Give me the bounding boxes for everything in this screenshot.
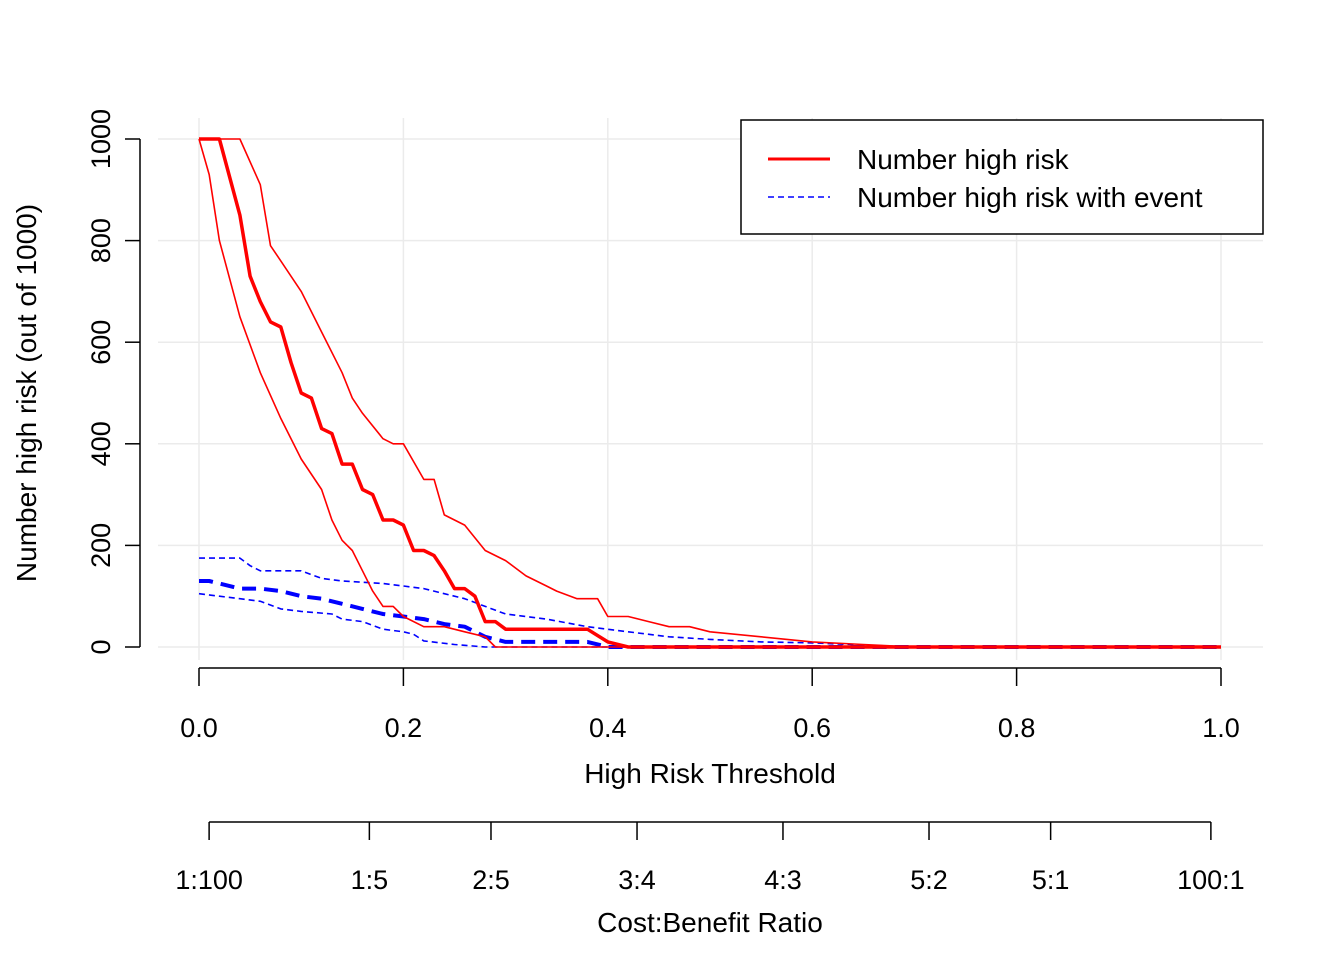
x-tick-label-4: 0.8	[998, 713, 1036, 743]
x-tick-label-1: 0.2	[385, 713, 423, 743]
series-line-number-high-risk	[199, 137, 1221, 649]
y-tick-label-4: 800	[86, 218, 116, 263]
legend-box	[740, 119, 1264, 235]
cost-benefit-tick-label-4: 4:3	[764, 865, 802, 895]
series-line-number-high-risk-with-event	[199, 579, 1221, 649]
x-tick-label-3: 0.6	[793, 713, 831, 743]
cost-benefit-tick-label-0: 1:100	[175, 865, 243, 895]
cost-benefit-axis-title: Cost:Benefit Ratio	[597, 907, 823, 938]
y-axis-title: Number high risk (out of 1000)	[11, 204, 42, 582]
cost-benefit-tick-label-6: 5:1	[1032, 865, 1070, 895]
y-tick-label-2: 400	[86, 421, 116, 466]
series-line-number-high-risk-with-event-upper	[199, 557, 1221, 648]
series-lines	[198, 137, 1221, 649]
y-tick-label-3: 600	[86, 320, 116, 365]
cost-benefit-tick-label-1: 1:5	[351, 865, 389, 895]
x-tick-label-5: 1.0	[1202, 713, 1240, 743]
series-line-number-high-risk-with-event-lower	[198, 592, 1221, 648]
legend: Number high risk Number high risk with e…	[740, 119, 1264, 235]
cost-benefit-axis: 1:100 1:5 2:5 3:4 4:3 5:2 5:1 100:1	[175, 821, 1245, 895]
x-axis-title: High Risk Threshold	[584, 758, 836, 789]
y-tick-label-1: 200	[86, 523, 116, 568]
cost-benefit-tick-label-7: 100:1	[1177, 865, 1245, 895]
y-tick-label-0: 0	[86, 639, 116, 654]
legend-label-number-high-risk-with-event: Number high risk with event	[857, 182, 1203, 213]
cost-benefit-tick-label-5: 5:2	[910, 865, 948, 895]
series-line-number-high-risk-upper	[199, 138, 1221, 648]
x-axis: 0.0 0.2 0.4 0.6 0.8 1.0	[180, 667, 1240, 743]
y-axis: 0 200 400 600 800 1000	[86, 109, 141, 655]
legend-label-number-high-risk: Number high risk	[857, 144, 1070, 175]
cost-benefit-tick-label-2: 2:5	[472, 865, 510, 895]
series-line-number-high-risk-lower	[198, 138, 1221, 648]
x-tick-label-2: 0.4	[589, 713, 627, 743]
y-tick-label-5: 1000	[86, 109, 116, 169]
x-tick-label-0: 0.0	[180, 713, 218, 743]
cost-benefit-tick-label-3: 3:4	[618, 865, 656, 895]
